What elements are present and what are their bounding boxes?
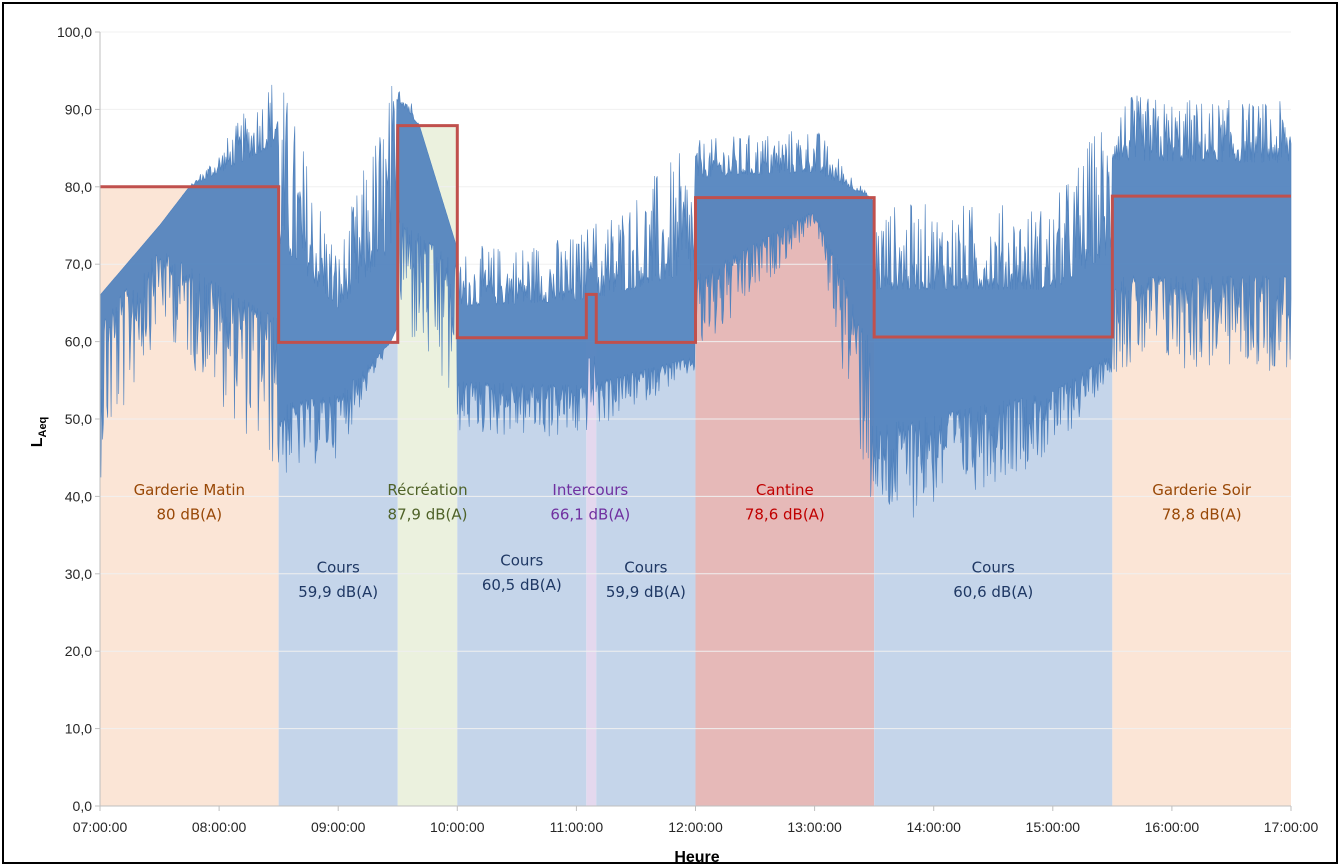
period-value-label: 78,8 dB(A) [1162,506,1242,524]
period-name-label: Cours [500,551,543,569]
zone-intercours-4 [586,294,597,806]
period-name-label: Cantine [756,481,814,499]
period-name-label: Intercours [552,481,628,499]
y-tick-label: 10,0 [65,721,92,737]
period-name-label: Cours [317,558,360,576]
x-tick-label: 16:00:00 [1145,819,1200,835]
period-name-label: Cours [624,558,667,576]
period-value-label: 60,5 dB(A) [482,576,562,594]
x-tick-label: 13:00:00 [787,819,842,835]
y-tick-label: 100,0 [57,24,92,40]
average-step-line [100,124,1291,344]
period-value-label: 59,9 dB(A) [606,583,686,601]
y-axis-title: LAeq [29,417,49,448]
x-axis-title: Heure [674,849,719,866]
y-tick-label: 30,0 [65,566,92,582]
period-name-label: Récréation [387,481,467,499]
y-tick-label: 0,0 [73,798,93,814]
y-tick-label: 40,0 [65,488,92,504]
y-tick-label: 20,0 [65,643,92,659]
y-tick-label: 90,0 [65,101,92,117]
x-tick-label: 11:00:00 [550,819,604,835]
period-labels: Garderie Matin 80 dB(A) Cours 59,9 dB(A) Réc… [134,481,1252,601]
period-name-label: Garderie Soir [1152,481,1252,499]
x-tick-label: 12:00:00 [668,819,723,835]
x-tick-label: 08:00:00 [192,819,247,835]
y-tick-label: 50,0 [65,411,92,427]
period-value-label: 60,6 dB(A) [953,583,1033,601]
average-laeq-line [100,124,1291,344]
period-name-label: Cours [972,558,1015,576]
x-tick-label: 15:00:00 [1026,819,1081,835]
x-tick-label: 14:00:00 [906,819,961,835]
zone-cantine-6 [695,197,875,807]
y-tick-label: 80,0 [65,179,92,195]
period-value-label: 59,9 dB(A) [298,583,378,601]
period-value-label: 78,6 dB(A) [745,506,825,524]
period-value-label: 87,9 dB(A) [388,506,468,524]
axes: 0,0 10,0 20,0 30,0 40,0 50,0 60,0 70,0 80,0 90,0 1… [57,24,1319,835]
period-value-label: 80 dB(A) [157,506,223,524]
period-value-label: 66,1 dB(A) [550,506,630,524]
y-axis-title-main: L [29,437,46,447]
x-tick-label: 10:00:00 [430,819,485,835]
x-tick-label: 07:00:00 [73,819,128,835]
y-tick-label: 60,0 [65,334,92,350]
x-tick-label: 17:00:00 [1264,819,1319,835]
period-name-label: Garderie Matin [134,481,246,499]
x-tick-label: 09:00:00 [311,819,366,835]
y-tick-label: 70,0 [65,256,92,272]
laeq-chart: 0,0 10,0 20,0 30,0 40,0 50,0 60,0 70,0 80,0 90,0 1… [29,24,1319,866]
y-axis-title-sub: Aeq [37,417,49,438]
